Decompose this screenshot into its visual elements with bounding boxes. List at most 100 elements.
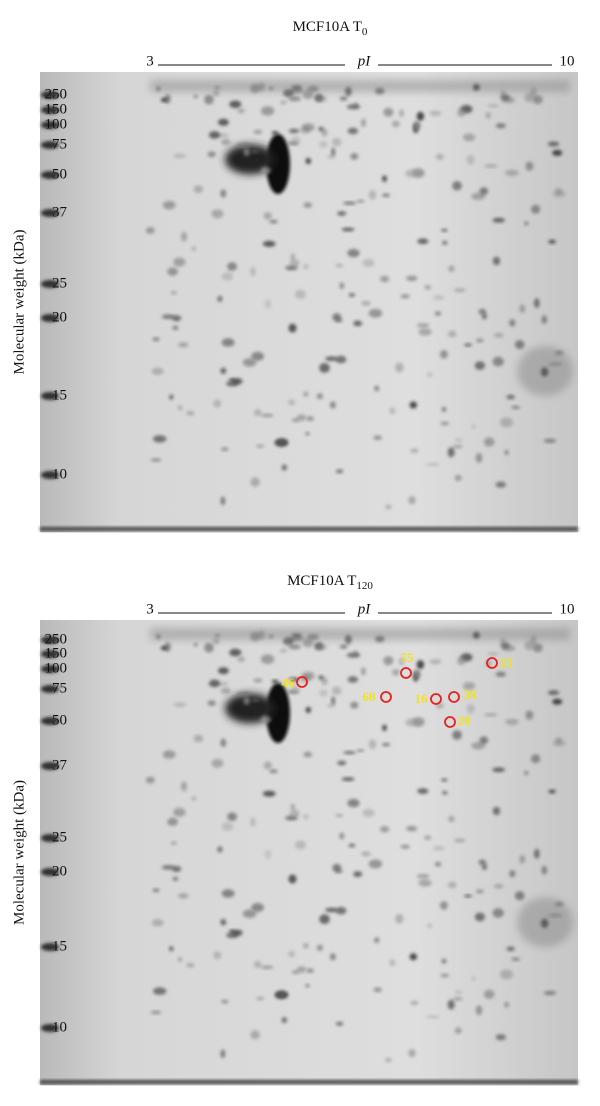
protein-spot (389, 959, 396, 967)
protein-spot (173, 702, 186, 707)
protein-spot (500, 642, 510, 649)
protein-spot (316, 644, 328, 650)
protein-spot (261, 413, 274, 418)
protein-spot (271, 131, 279, 135)
protein-spot (466, 154, 475, 165)
mw-label: 15 (52, 938, 67, 954)
mw-label: 100 (45, 660, 68, 676)
protein-spot (471, 976, 476, 981)
protein-spot (337, 211, 347, 216)
protein-spot (499, 417, 514, 428)
mw-label: 150 (45, 645, 68, 661)
protein-spot (483, 989, 495, 999)
protein-spot (373, 435, 383, 441)
protein-spot (250, 1030, 260, 1040)
marker-band (41, 209, 59, 217)
protein-spot (193, 185, 204, 193)
protein-spot (160, 98, 168, 102)
protein-spot (186, 962, 195, 968)
protein-spot (212, 89, 220, 97)
protein-spot (335, 813, 344, 818)
protein-spot (453, 288, 466, 293)
protein-spot (552, 698, 563, 705)
mw-label: 25 (52, 275, 67, 291)
protein-spot (416, 873, 430, 879)
protein-spot (236, 142, 251, 149)
protein-spot (373, 987, 383, 993)
protein-spot (409, 953, 417, 961)
protein-spot (472, 631, 480, 639)
protein-spot (193, 734, 204, 743)
mw-label: 37 (52, 757, 68, 773)
protein-spot (161, 314, 175, 320)
marker-band (41, 650, 59, 658)
protein-spot (344, 634, 352, 645)
protein-spot (162, 200, 176, 210)
protein-spot (463, 133, 476, 142)
protein-spot (385, 504, 392, 510)
spot-circle (296, 676, 308, 688)
mw-label: 75 (52, 680, 67, 696)
protein-spot (492, 806, 501, 816)
protein-spot (368, 308, 383, 318)
protein-spot (500, 94, 510, 101)
protein-spot (207, 700, 216, 706)
protein-spot (226, 932, 239, 939)
protein-spot (291, 136, 301, 146)
protein-spot (229, 648, 242, 657)
protein-spot (481, 312, 487, 320)
protein-spot (405, 718, 417, 727)
protein-spot (479, 187, 489, 196)
protein-spot (339, 644, 348, 649)
protein-spot (426, 923, 433, 929)
protein-spot (302, 638, 314, 648)
protein-spot (269, 219, 278, 224)
protein-spot (191, 246, 197, 251)
protein-spot (261, 965, 274, 969)
protein-spot (150, 1010, 162, 1015)
protein-spot (250, 83, 260, 94)
protein-spot (448, 815, 455, 823)
protein-spot (391, 669, 400, 676)
spot-circle (430, 693, 442, 705)
protein-spot (178, 893, 189, 899)
protein-spot (217, 118, 229, 126)
y-axis-title: Molecular weight (kDa) (11, 230, 27, 375)
protein-spot (400, 844, 410, 849)
protein-spot (356, 749, 365, 752)
protein-spot (552, 149, 563, 156)
protein-spot (257, 82, 266, 92)
marker-band (41, 636, 59, 644)
protein-spot (161, 865, 175, 870)
protein-spot (262, 240, 276, 247)
protein-spot (288, 96, 301, 102)
protein-spot (350, 153, 359, 160)
pi-label: pI (357, 601, 372, 617)
protein-spot (471, 192, 486, 201)
protein-spot (406, 825, 418, 832)
protein-spot (257, 630, 266, 640)
protein-spot (492, 217, 506, 223)
protein-spot (425, 462, 440, 466)
protein-spot (348, 293, 356, 297)
protein-spot (533, 298, 540, 309)
protein-spot (484, 164, 498, 168)
protein-spot (362, 258, 375, 268)
protein-spot (495, 1034, 506, 1041)
pi-min-label: 3 (146, 601, 154, 617)
protein-spot (395, 913, 404, 924)
protein-spot (281, 464, 287, 471)
title-text: MCF10A T (293, 19, 362, 35)
protein-spot (220, 1049, 226, 1059)
protein-spot (170, 291, 177, 295)
protein-spot (276, 991, 288, 998)
protein-spot (294, 289, 306, 299)
protein-spot (237, 656, 245, 662)
protein-spot (448, 265, 455, 272)
protein-spot (408, 496, 416, 505)
protein-spot (250, 817, 256, 827)
spot-label: 23 (500, 655, 514, 670)
protein-spot (495, 123, 506, 129)
dye-front (40, 527, 578, 531)
protein-spot (416, 323, 430, 328)
